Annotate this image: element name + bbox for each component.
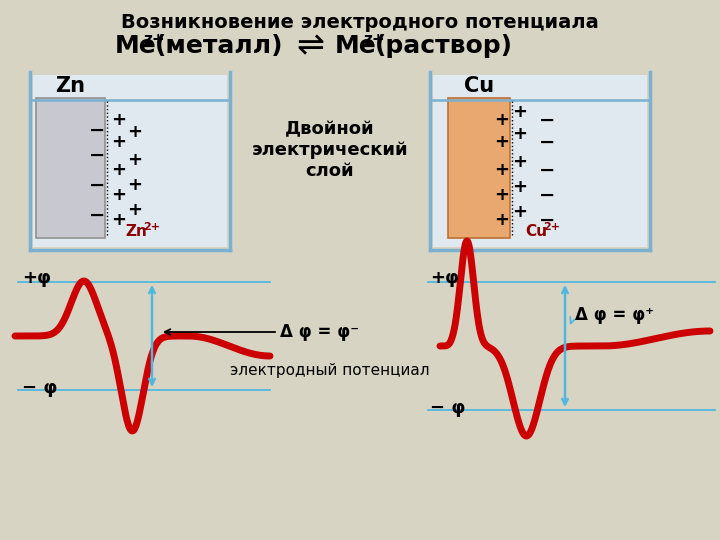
Text: +: + [112,133,127,151]
Text: − φ: − φ [430,399,465,417]
Text: Cu: Cu [525,225,547,240]
Text: −: − [539,111,555,130]
Text: −: − [539,132,555,152]
Text: +: + [495,111,510,129]
Text: 2+: 2+ [543,222,560,232]
Text: +: + [112,111,127,129]
Text: ⇌: ⇌ [296,30,324,63]
Text: +: + [495,161,510,179]
Text: +: + [112,161,127,179]
Text: − φ: − φ [22,379,58,397]
Text: Возникновение электродного потенциала: Возникновение электродного потенциала [121,14,599,32]
Text: +: + [513,125,528,143]
Bar [448,98,510,238]
Text: (раствор): (раствор) [375,34,513,58]
Bar [36,98,105,238]
Text: +: + [513,203,528,221]
Text: −: − [539,160,555,179]
Text: +: + [127,176,143,194]
Text: +: + [513,103,528,121]
Text: Двойной
электрический
слой: Двойной электрический слой [252,120,408,180]
Text: z+: z+ [363,32,384,48]
Text: Zn: Zn [125,225,147,240]
Text: +: + [513,178,528,196]
Text: −: − [539,186,555,205]
Text: −: − [89,120,105,139]
Text: Cu: Cu [464,76,494,96]
Text: (металл): (металл) [155,34,284,58]
Text: −: − [89,145,105,165]
Text: +φ: +φ [430,269,459,287]
Text: +: + [513,153,528,171]
Text: 2+: 2+ [143,222,160,232]
Text: +: + [495,211,510,229]
Text: +: + [495,186,510,204]
Text: z+: z+ [143,32,165,48]
Text: Me: Me [115,34,157,58]
Text: +: + [127,201,143,219]
Text: −: − [539,211,555,229]
Text: +: + [112,211,127,229]
Text: +: + [495,133,510,151]
Text: +φ: +φ [22,269,51,287]
Text: Zn: Zn [55,76,85,96]
Text: −: − [89,176,105,194]
Text: Me: Me [335,34,377,58]
Text: Δ φ = φ⁻: Δ φ = φ⁻ [280,323,359,341]
Text: электродный потенциал: электродный потенциал [230,362,430,377]
Text: −: − [89,206,105,225]
Text: +: + [127,151,143,169]
Text: +: + [112,186,127,204]
Text: Δ φ = φ⁺: Δ φ = φ⁺ [575,306,654,324]
Text: +: + [127,123,143,141]
Bar [433,75,647,247]
Bar [33,75,227,247]
